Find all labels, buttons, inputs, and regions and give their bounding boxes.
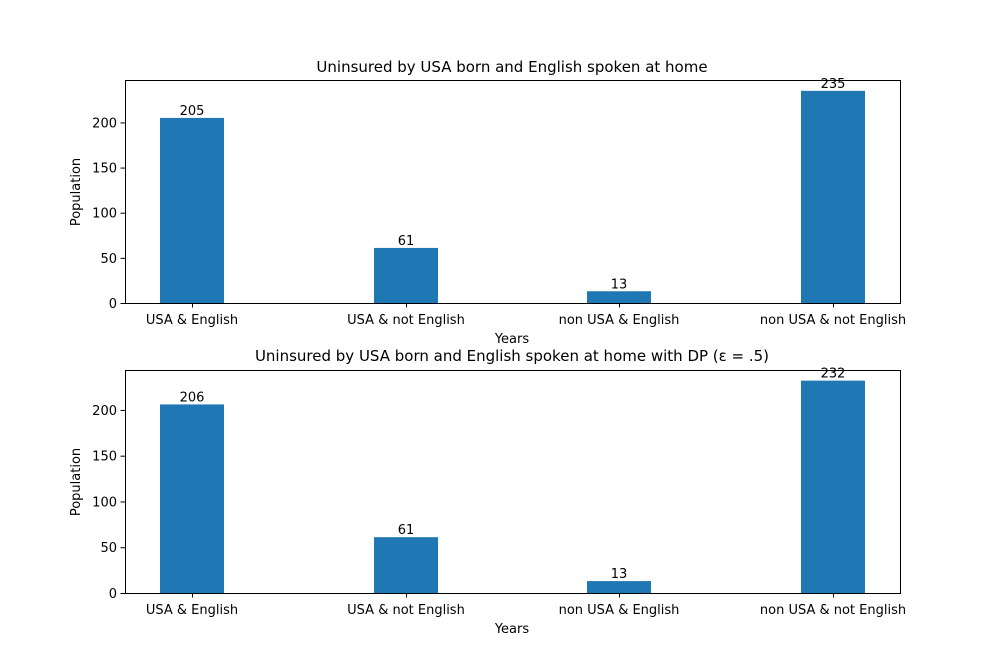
chart-bottom-xtick-label: non USA & not English [760, 603, 906, 618]
chart-bottom-bar [801, 380, 865, 593]
chart-top-xtick-label: non USA & English [559, 313, 680, 328]
chart-top-data-label: 235 [821, 77, 846, 92]
chart-bottom-ytick-label: 50 [100, 541, 117, 556]
chart-top-ytick-label: 150 [92, 162, 117, 177]
chart-top-ytick-label: 50 [100, 252, 117, 267]
chart-bottom: Uninsured by USA born and English spoken… [69, 347, 906, 637]
chart-bottom-ytick-label: 0 [109, 587, 117, 602]
chart-top-bar [587, 291, 651, 303]
chart-top-data-label: 205 [180, 104, 205, 119]
chart-top-xtick-label: USA & English [146, 313, 238, 328]
chart-bottom-bars: 206 61 13 232 [160, 367, 865, 593]
chart-bottom-xlabel: Years [494, 622, 530, 637]
chart-bottom-ytick-label: 100 [92, 495, 117, 510]
chart-top-ytick-label: 100 [92, 207, 117, 222]
chart-bottom-data-label: 61 [398, 523, 415, 538]
chart-top-ytick-label: 200 [92, 116, 117, 131]
chart-bottom-bar [587, 581, 651, 593]
chart-bottom-axes: USA & English USA & not English non USA & … [92, 404, 906, 618]
chart-top-data-label: 61 [398, 234, 415, 249]
chart-top-bar [801, 90, 865, 303]
chart-top-bar [160, 117, 224, 303]
chart-top-title: Uninsured by USA born and English spoken… [316, 58, 707, 76]
chart-bottom-xtick-label: non USA & English [559, 603, 680, 618]
chart-top-data-label: 13 [611, 277, 628, 292]
chart-top-bar [374, 247, 438, 303]
chart-top-axes: USA & English USA & not English non USA & … [92, 116, 906, 328]
chart-bottom-data-label: 13 [611, 567, 628, 582]
chart-top: Uninsured by USA born and English spoken… [69, 58, 906, 347]
chart-bottom-title: Uninsured by USA born and English spoken… [255, 347, 769, 365]
chart-bottom-bar [160, 404, 224, 593]
chart-bottom-data-label: 206 [180, 390, 205, 405]
chart-bottom-xtick-label: USA & not English [347, 603, 465, 618]
chart-bottom-ylabel: Population [69, 448, 84, 516]
chart-top-xtick-label: USA & not English [347, 313, 465, 328]
chart-top-xtick-label: non USA & not English [760, 313, 906, 328]
chart-bottom-frame [125, 370, 901, 594]
chart-top-ytick-label: 0 [109, 297, 117, 312]
chart-bottom-data-label: 232 [821, 367, 846, 382]
chart-bottom-ytick-label: 150 [92, 450, 117, 465]
chart-bottom-ytick-label: 200 [92, 404, 117, 419]
chart-top-bars: 205 61 13 235 [160, 77, 865, 303]
chart-top-ylabel: Population [69, 158, 84, 226]
chart-top-xlabel: Years [494, 332, 530, 347]
chart-bottom-bar [374, 537, 438, 593]
chart-bottom-xtick-label: USA & English [146, 603, 238, 618]
chart-top-frame [125, 80, 901, 304]
